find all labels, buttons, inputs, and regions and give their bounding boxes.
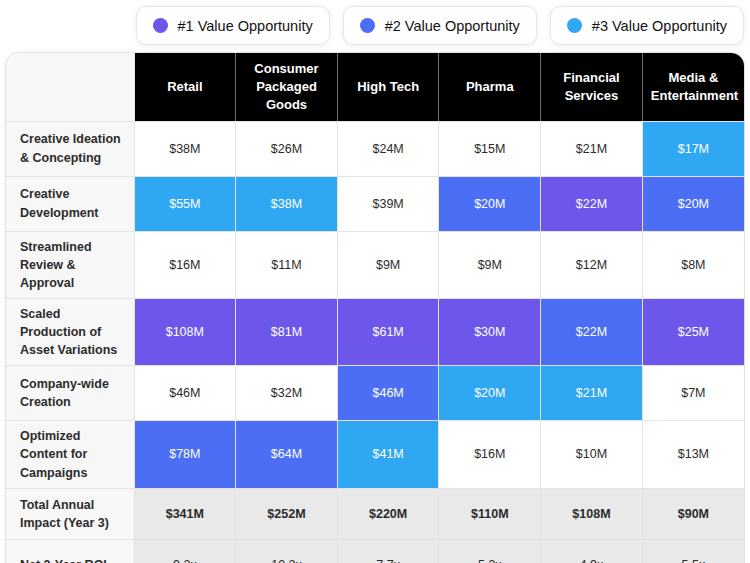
value-cell: $20M	[642, 176, 744, 231]
value-cell: $20M	[439, 366, 541, 421]
value-cell: $46M	[134, 366, 236, 421]
row-label: Net 3-Year ROI	[6, 539, 134, 563]
legend-item-label: #3 Value Opportunity	[592, 18, 727, 34]
table-body: Creative Ideation & Concepting$38M$26M$2…	[6, 121, 744, 563]
value-cell: $252M	[236, 488, 338, 539]
value-cell: $22M	[541, 298, 643, 365]
value-cell: $81M	[236, 298, 338, 365]
column-header: Media & Entertainment	[642, 53, 744, 121]
value-cell: $341M	[134, 488, 236, 539]
value-cell: $17M	[642, 121, 744, 176]
column-header: High Tech	[337, 53, 439, 121]
value-cell: $26M	[236, 121, 338, 176]
value-opportunity-table: RetailConsumer Packaged GoodsHigh TechPh…	[5, 52, 745, 563]
row-label: Optimized Content for Campaigns	[6, 421, 134, 488]
column-header: Pharma	[439, 53, 541, 121]
value-cell: $108M	[134, 298, 236, 365]
table-row: Total Annual Impact (Year 3)$341M$252M$2…	[6, 488, 744, 539]
legend-dot-icon	[360, 18, 375, 33]
column-header: Retail	[134, 53, 236, 121]
value-cell: $108M	[541, 488, 643, 539]
value-cell: $9M	[439, 231, 541, 298]
row-label: Scaled Production of Asset Variations	[6, 298, 134, 365]
value-cell: 9.2x	[134, 539, 236, 563]
value-cell: $78M	[134, 421, 236, 488]
table-row: Scaled Production of Asset Variations$10…	[6, 298, 744, 365]
value-cell: $38M	[236, 176, 338, 231]
corner-cell	[6, 53, 134, 121]
column-header: Financial Services	[541, 53, 643, 121]
value-cell: 10.2x	[236, 539, 338, 563]
value-cell: $38M	[134, 121, 236, 176]
value-cell: $24M	[337, 121, 439, 176]
value-cell: $39M	[337, 176, 439, 231]
value-cell: $46M	[337, 366, 439, 421]
value-cell: $20M	[439, 176, 541, 231]
value-cell: $16M	[134, 231, 236, 298]
value-cell: $21M	[541, 366, 643, 421]
value-cell: $15M	[439, 121, 541, 176]
value-cell: $220M	[337, 488, 439, 539]
legend-item-tier1: #1 Value Opportunity	[136, 6, 330, 45]
value-cell: 4.9x	[541, 539, 643, 563]
row-label: Creative Development	[6, 176, 134, 231]
value-cell: $21M	[541, 121, 643, 176]
table-row: Creative Ideation & Concepting$38M$26M$2…	[6, 121, 744, 176]
value-cell: $41M	[337, 421, 439, 488]
value-cell: $22M	[541, 176, 643, 231]
value-cell: $90M	[642, 488, 744, 539]
legend-dot-icon	[567, 18, 582, 33]
value-cell: $55M	[134, 176, 236, 231]
value-cell: $7M	[642, 366, 744, 421]
row-label: Creative Ideation & Concepting	[6, 121, 134, 176]
value-cell: $30M	[439, 298, 541, 365]
table-row: Creative Development$55M$38M$39M$20M$22M…	[6, 176, 744, 231]
value-cell: $32M	[236, 366, 338, 421]
value-cell: $25M	[642, 298, 744, 365]
legend-item-tier3: #3 Value Opportunity	[550, 6, 744, 45]
value-cell: $9M	[337, 231, 439, 298]
value-cell: $16M	[439, 421, 541, 488]
value-cell: $8M	[642, 231, 744, 298]
value-cell: $11M	[236, 231, 338, 298]
value-cell: $12M	[541, 231, 643, 298]
row-label: Total Annual Impact (Year 3)	[6, 488, 134, 539]
value-cell: $110M	[439, 488, 541, 539]
value-cell: $61M	[337, 298, 439, 365]
legend-item-label: #1 Value Opportunity	[178, 18, 313, 34]
table-row: Streamlined Review & Approval$16M$11M$9M…	[6, 231, 744, 298]
legend-dot-icon	[153, 18, 168, 33]
column-header: Consumer Packaged Goods	[236, 53, 338, 121]
value-cell: 5.5x	[642, 539, 744, 563]
table-row: Company-wide Creation$46M$32M$46M$20M$21…	[6, 366, 744, 421]
table-row: Optimized Content for Campaigns$78M$64M$…	[6, 421, 744, 488]
value-cell: $13M	[642, 421, 744, 488]
legend-item-label: #2 Value Opportunity	[385, 18, 520, 34]
legend-item-tier2: #2 Value Opportunity	[343, 6, 537, 45]
row-label: Company-wide Creation	[6, 366, 134, 421]
industry-value-table: RetailConsumer Packaged GoodsHigh TechPh…	[6, 53, 744, 563]
header-row: RetailConsumer Packaged GoodsHigh TechPh…	[6, 53, 744, 121]
legend: #1 Value Opportunity #2 Value Opportunity…	[0, 6, 744, 45]
value-cell: 7.7x	[337, 539, 439, 563]
table-row: Net 3-Year ROI9.2x10.2x7.7x5.3x4.9x5.5x	[6, 539, 744, 563]
value-cell: $10M	[541, 421, 643, 488]
row-label: Streamlined Review & Approval	[6, 231, 134, 298]
value-cell: 5.3x	[439, 539, 541, 563]
value-cell: $64M	[236, 421, 338, 488]
